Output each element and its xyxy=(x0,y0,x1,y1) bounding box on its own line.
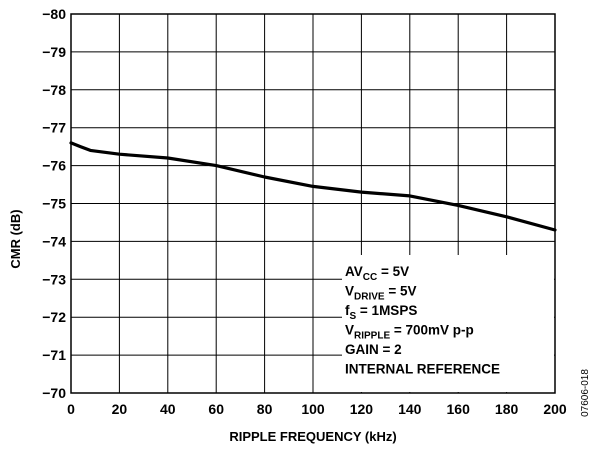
x-tick-label: 60 xyxy=(208,401,224,417)
x-tick-label: 40 xyxy=(160,401,176,417)
y-tick-label: −70 xyxy=(42,385,66,401)
annotation-line: fS = 1MSPS xyxy=(345,303,417,322)
y-axis-label: CMR (dB) xyxy=(8,209,23,268)
annotation-line: GAIN = 2 xyxy=(345,342,402,357)
x-tick-label: 140 xyxy=(398,401,422,417)
y-tick-label: −71 xyxy=(42,347,66,363)
y-tick-label: −75 xyxy=(42,196,66,212)
x-tick-label: 0 xyxy=(67,401,75,417)
x-tick-label: 20 xyxy=(112,401,128,417)
x-tick-label: 80 xyxy=(257,401,273,417)
x-tick-label: 160 xyxy=(447,401,471,417)
y-tick-label: −78 xyxy=(42,82,66,98)
y-tick-label: −73 xyxy=(42,271,66,287)
data-series xyxy=(69,141,557,232)
figure-id: 07606-018 xyxy=(580,369,591,417)
annotation-background xyxy=(342,255,554,392)
annotation-line: VRIPPLE = 700mV p-p xyxy=(345,323,474,342)
plot-frame xyxy=(70,13,556,394)
cmr-curve xyxy=(69,141,557,232)
y-tick-label: −79 xyxy=(42,44,66,60)
annotation-line: INTERNAL REFERENCE xyxy=(345,362,500,377)
annotation-line: AVCC = 5V xyxy=(345,264,409,283)
y-tick-label: −76 xyxy=(42,158,66,174)
x-tick-label: 100 xyxy=(301,401,325,417)
tick-labels: 0 20 40 60 80 100 120 140 160 180 200 −80 −79 −78 −77 −… xyxy=(42,6,567,417)
y-tick-label: −77 xyxy=(42,120,66,136)
y-tick-label: −80 xyxy=(42,6,66,22)
x-axis-label: RIPPLE FREQUENCY (kHz) xyxy=(229,429,396,444)
y-tick-label: −74 xyxy=(42,233,66,249)
x-tick-label: 120 xyxy=(350,401,374,417)
annotation-line: VDRIVE = 5V xyxy=(345,284,416,303)
y-tick-label: −72 xyxy=(42,309,66,325)
x-tick-label: 180 xyxy=(495,401,519,417)
x-tick-label: 200 xyxy=(543,401,567,417)
